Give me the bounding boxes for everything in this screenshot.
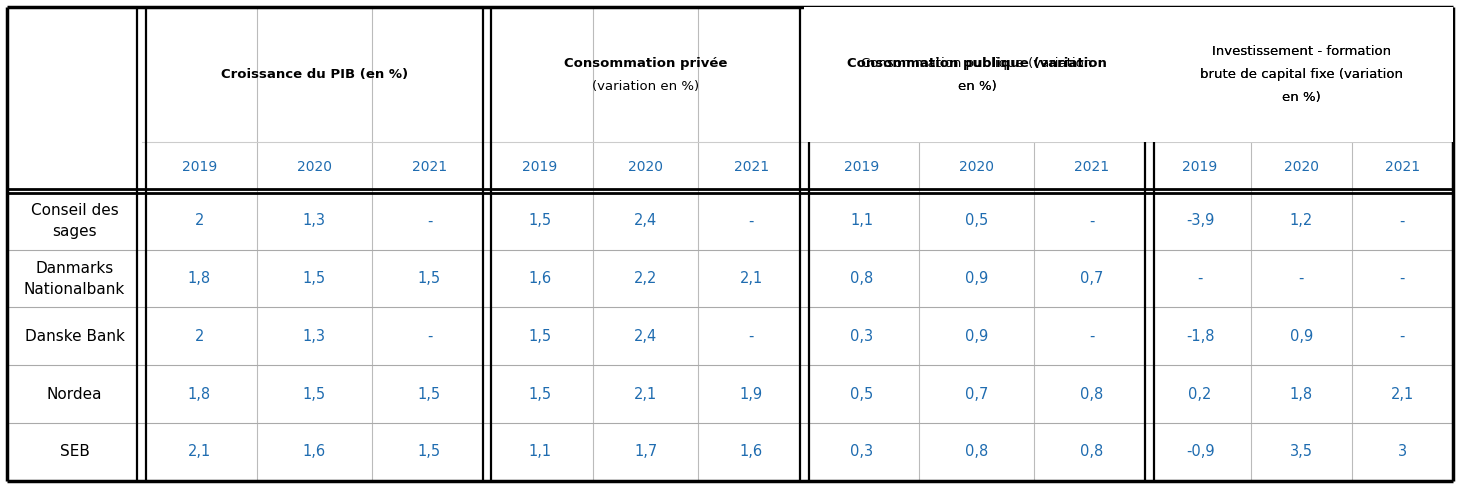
Text: en %): en %) (1282, 91, 1320, 104)
Text: 2020: 2020 (628, 160, 663, 174)
Text: -: - (426, 213, 432, 228)
Text: 1,5: 1,5 (418, 271, 441, 286)
Text: 0,8: 0,8 (1080, 386, 1104, 402)
Text: 1,9: 1,9 (740, 386, 764, 402)
Text: brute de capital fixe (variation: brute de capital fixe (variation (1200, 68, 1403, 81)
Text: 0,7: 0,7 (1080, 271, 1104, 286)
Text: 0,7: 0,7 (965, 386, 988, 402)
Text: 2021: 2021 (1384, 160, 1419, 174)
Text: 2021: 2021 (734, 160, 769, 174)
Text: Conseil des
sages: Conseil des sages (31, 203, 118, 239)
Text: 2,1: 2,1 (740, 271, 764, 286)
Text: 2,4: 2,4 (634, 329, 657, 344)
Text: -: - (1400, 271, 1405, 286)
Text: 1,8: 1,8 (188, 386, 210, 402)
Text: 2: 2 (194, 329, 204, 344)
Text: 1,5: 1,5 (418, 386, 441, 402)
Text: 0,8: 0,8 (965, 444, 988, 459)
Text: -: - (1089, 213, 1095, 228)
Text: 0,5: 0,5 (850, 386, 873, 402)
Text: 2,1: 2,1 (187, 444, 210, 459)
Text: -: - (749, 329, 753, 344)
Text: en %): en %) (958, 80, 996, 93)
Bar (804, 7, 1149, 142)
Text: -: - (426, 329, 432, 344)
Text: Danmarks
Nationalbank: Danmarks Nationalbank (23, 261, 126, 297)
Text: 1,5: 1,5 (529, 386, 552, 402)
Text: 2: 2 (194, 213, 204, 228)
Text: 0,2: 0,2 (1188, 386, 1212, 402)
Text: 1,8: 1,8 (188, 271, 210, 286)
Text: 1,6: 1,6 (740, 444, 764, 459)
Text: 2019: 2019 (523, 160, 558, 174)
Text: 0,3: 0,3 (850, 444, 873, 459)
Text: -0,9: -0,9 (1186, 444, 1215, 459)
Text: Croissance du PIB (en %): Croissance du PIB (en %) (220, 68, 407, 81)
Text: -: - (749, 213, 753, 228)
Text: 1,1: 1,1 (850, 213, 873, 228)
Text: 2,1: 2,1 (1390, 386, 1413, 402)
Text: -3,9: -3,9 (1186, 213, 1215, 228)
Text: 1,5: 1,5 (418, 444, 441, 459)
Text: 2021: 2021 (1075, 160, 1110, 174)
Text: Consommation privée: Consommation privée (564, 57, 727, 70)
Text: 0,5: 0,5 (965, 213, 988, 228)
Text: -: - (1298, 271, 1304, 286)
Text: 3,5: 3,5 (1289, 444, 1313, 459)
Text: 2020: 2020 (959, 160, 994, 174)
Text: 2019: 2019 (1183, 160, 1218, 174)
Text: 2,1: 2,1 (634, 386, 657, 402)
Text: 1,6: 1,6 (302, 444, 326, 459)
Text: Investissement - formation: Investissement - formation (1212, 45, 1391, 59)
Text: Danske Bank: Danske Bank (25, 329, 124, 344)
Text: Investissement - formation: Investissement - formation (1212, 45, 1391, 59)
Text: 1,5: 1,5 (302, 271, 326, 286)
Text: 0,9: 0,9 (965, 271, 988, 286)
Text: 1,1: 1,1 (529, 444, 552, 459)
Text: 2021: 2021 (412, 160, 447, 174)
Text: 1,2: 1,2 (1289, 213, 1313, 228)
Text: brute de capital fixe (variation: brute de capital fixe (variation (1200, 68, 1403, 81)
Text: 1,5: 1,5 (302, 386, 326, 402)
Text: Consommation publique (variation: Consommation publique (variation (861, 57, 1092, 70)
Text: 1,6: 1,6 (529, 271, 552, 286)
Text: 2019: 2019 (181, 160, 218, 174)
Text: 1,5: 1,5 (529, 329, 552, 344)
Text: -: - (1197, 271, 1203, 286)
Text: 0,3: 0,3 (850, 329, 873, 344)
Text: 2,2: 2,2 (634, 271, 657, 286)
Text: -: - (1400, 213, 1405, 228)
Text: 1,3: 1,3 (302, 213, 326, 228)
Text: 1,5: 1,5 (529, 213, 552, 228)
Text: en %): en %) (1282, 91, 1320, 104)
Text: 1,7: 1,7 (634, 444, 657, 459)
Text: 1,3: 1,3 (302, 329, 326, 344)
Text: Consommation publique (variation: Consommation publique (variation (847, 57, 1107, 70)
Text: en %): en %) (958, 80, 996, 93)
Text: 0,9: 0,9 (965, 329, 988, 344)
Text: -: - (1400, 329, 1405, 344)
Text: SEB: SEB (60, 444, 89, 459)
Text: Nordea: Nordea (47, 386, 102, 402)
Text: 0,8: 0,8 (850, 271, 873, 286)
Text: 0,9: 0,9 (1289, 329, 1313, 344)
Text: (variation en %): (variation en %) (593, 80, 699, 93)
Text: 3: 3 (1397, 444, 1407, 459)
Text: 2,4: 2,4 (634, 213, 657, 228)
Text: -1,8: -1,8 (1186, 329, 1215, 344)
Bar (1149, 7, 1453, 142)
Text: 2020: 2020 (296, 160, 331, 174)
Text: 2019: 2019 (844, 160, 879, 174)
Text: -: - (1089, 329, 1095, 344)
Text: 2020: 2020 (1283, 160, 1318, 174)
Text: 1,8: 1,8 (1289, 386, 1313, 402)
Text: 0,8: 0,8 (1080, 444, 1104, 459)
